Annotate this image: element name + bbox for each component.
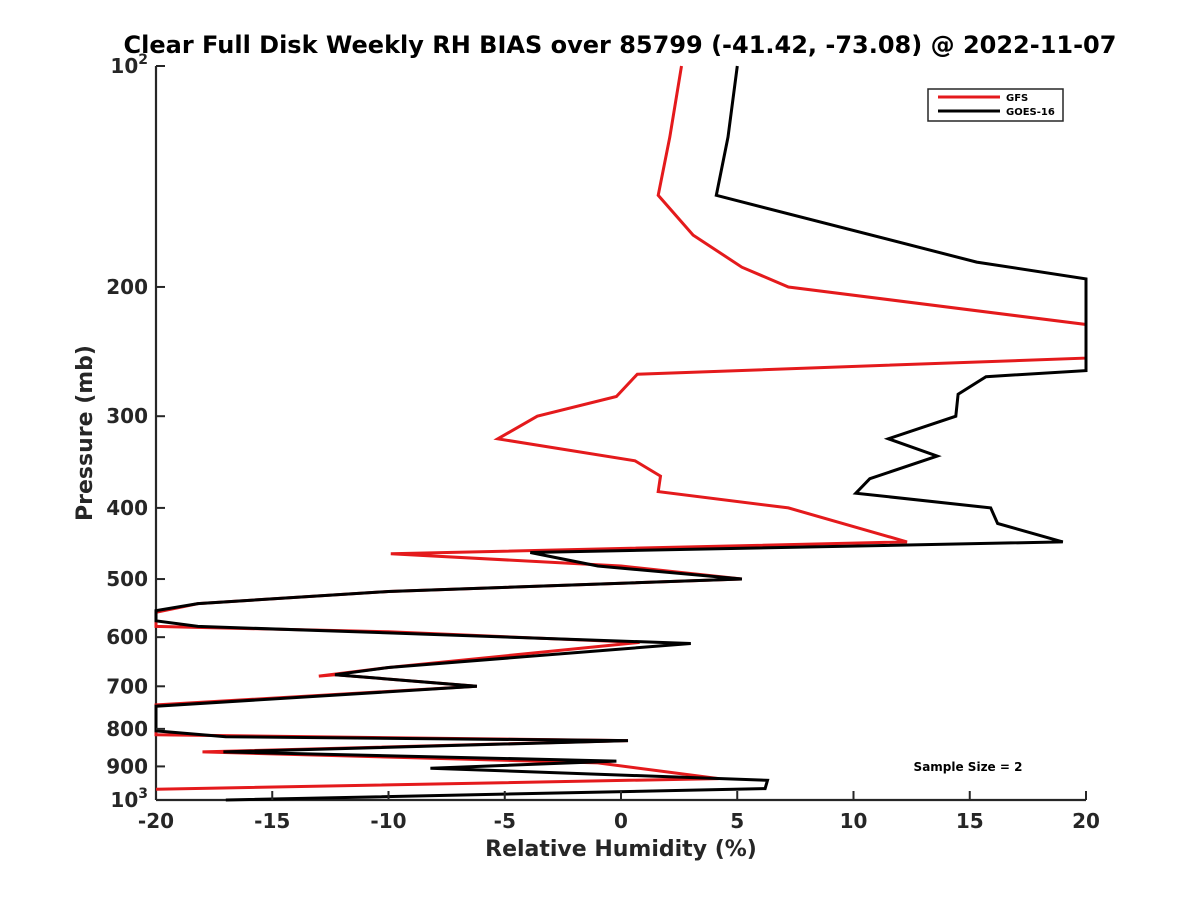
y-tick-label: 300 xyxy=(106,404,148,428)
x-tick-label: 10 xyxy=(840,809,868,833)
x-tick-label: 0 xyxy=(614,809,628,833)
series-line-goes-16 xyxy=(154,65,1088,802)
y-tick-label: 400 xyxy=(106,496,148,520)
x-tick-label: -15 xyxy=(254,809,290,833)
y-tick-label: 500 xyxy=(106,567,148,591)
legend-box xyxy=(927,88,1064,122)
y-tick-label: 200 xyxy=(106,275,148,299)
y-tick-label: 800 xyxy=(106,717,148,741)
chart-title: Clear Full Disk Weekly RH BIAS over 8579… xyxy=(124,31,1117,59)
y-tick-label: 600 xyxy=(106,625,148,649)
x-axis-label: Relative Humidity (%) xyxy=(485,837,757,862)
y-tick-label: 900 xyxy=(106,754,148,778)
x-axis-ticks: -20 -15 -10 -5 0 5 10 15 20 xyxy=(138,791,1100,833)
legend-label-gfs: GFS xyxy=(1006,93,1028,104)
y-axis-ticks: 102 200 300 400 500 600 700 800 900 103 xyxy=(106,52,165,812)
y-tick-label: 103 xyxy=(110,786,148,812)
y-tick-label: 700 xyxy=(106,674,148,698)
sample-size-annotation: Sample Size = 2 xyxy=(914,760,1023,774)
x-tick-label: -10 xyxy=(370,809,406,833)
series-layer xyxy=(154,65,1088,802)
y-tick-label: 102 xyxy=(110,52,148,78)
y-axis-label: Pressure (mb) xyxy=(73,345,98,521)
legend-label-goes16: GOES-16 xyxy=(1006,107,1055,118)
plot-area: -20 -15 -10 -5 0 5 10 15 20 102 200 300 400 500 600 70… xyxy=(106,52,1100,833)
series-line-gfs xyxy=(154,65,1088,791)
legend: GFS GOES-16 xyxy=(927,88,1064,122)
x-tick-label: 15 xyxy=(956,809,984,833)
x-tick-label: 20 xyxy=(1072,809,1100,833)
x-tick-label: -20 xyxy=(138,809,174,833)
x-tick-label: -5 xyxy=(494,809,516,833)
x-tick-label: 5 xyxy=(730,809,744,833)
